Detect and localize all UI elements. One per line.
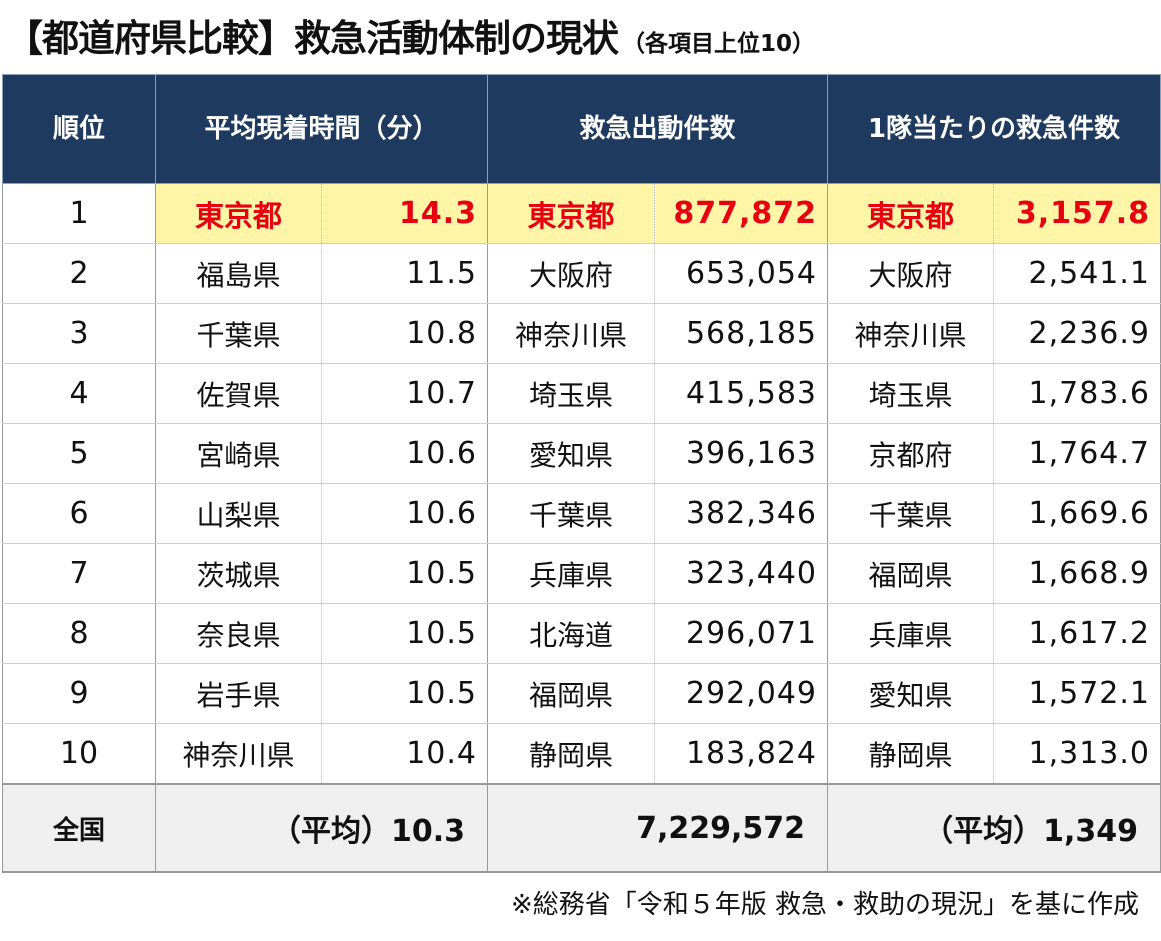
per-team-count-cell: 2,236.9: [993, 303, 1161, 364]
total-per-team-count: （平均）1,349: [827, 783, 1161, 873]
arrival-pref-cell: 宮崎県: [155, 423, 322, 484]
arrival-pref-cell: 山梨県: [155, 483, 322, 544]
per-team-count-cell: 1,669.6: [993, 483, 1161, 544]
arrival-pref-cell: 神奈川県: [155, 723, 322, 785]
arrival-time-cell: 10.4: [321, 723, 488, 785]
arrival-time-cell: 10.8: [321, 303, 488, 364]
title-sub: （各項目上位10）: [622, 31, 816, 57]
header-arrival-time: 平均現着時間（分）: [155, 74, 488, 184]
dispatch-count-cell: 183,824: [654, 723, 828, 785]
rank-cell: 7: [2, 543, 156, 604]
table-row: 6 山梨県 10.6 千葉県 382,346 千葉県 1,669.6: [2, 483, 1161, 544]
dispatch-pref-cell: 愛知県: [487, 423, 655, 484]
per-team-pref-cell: 埼玉県: [827, 363, 994, 424]
title-main: 【都道府県比較】救急活動体制の現状: [6, 17, 619, 60]
arrival-pref-cell: 福島県: [155, 243, 322, 304]
total-arrival-time: （平均）10.3: [155, 783, 488, 873]
national-total-row: 全国 （平均）10.3 7,229,572 （平均）1,349: [2, 783, 1161, 873]
per-team-pref-cell: 愛知県: [827, 663, 994, 724]
header-row: 順位 平均現着時間（分） 救急出動件数 1隊当たりの救急件数: [2, 74, 1161, 184]
table-row: 4 佐賀県 10.7 埼玉県 415,583 埼玉県 1,783.6: [2, 363, 1161, 424]
arrival-time-cell: 10.6: [321, 423, 488, 484]
table-row: 3 千葉県 10.8 神奈川県 568,185 神奈川県 2,236.9: [2, 303, 1161, 364]
arrival-time-cell: 10.6: [321, 483, 488, 544]
dispatch-pref-cell: 埼玉県: [487, 363, 655, 424]
per-team-count-cell: 3,157.8: [993, 183, 1161, 244]
rank-cell: 4: [2, 363, 156, 424]
arrival-pref-cell: 岩手県: [155, 663, 322, 724]
dispatch-count-cell: 877,872: [654, 183, 828, 244]
header-rank: 順位: [2, 74, 156, 184]
arrival-pref-cell: 茨城県: [155, 543, 322, 604]
per-team-pref-cell: 福岡県: [827, 543, 994, 604]
table-row: 7 茨城県 10.5 兵庫県 323,440 福岡県 1,668.9: [2, 543, 1161, 604]
table-row: 1 東京都 14.3 東京都 877,872 東京都 3,157.8: [2, 183, 1161, 244]
dispatch-pref-cell: 北海道: [487, 603, 655, 664]
per-team-pref-cell: 神奈川県: [827, 303, 994, 364]
rank-cell: 10: [2, 723, 156, 785]
arrival-time-cell: 10.5: [321, 543, 488, 604]
per-team-pref-cell: 兵庫県: [827, 603, 994, 664]
total-label: 全国: [2, 783, 156, 873]
dispatch-pref-cell: 大阪府: [487, 243, 655, 304]
table-row: 2 福島県 11.5 大阪府 653,054 大阪府 2,541.1: [2, 243, 1161, 304]
arrival-pref-cell: 佐賀県: [155, 363, 322, 424]
table-row: 9 岩手県 10.5 福岡県 292,049 愛知県 1,572.1: [2, 663, 1161, 724]
table-row: 8 奈良県 10.5 北海道 296,071 兵庫県 1,617.2: [2, 603, 1161, 664]
arrival-pref-cell: 東京都: [155, 183, 322, 244]
per-team-pref-cell: 京都府: [827, 423, 994, 484]
arrival-time-cell: 11.5: [321, 243, 488, 304]
per-team-count-cell: 1,764.7: [993, 423, 1161, 484]
per-team-pref-cell: 大阪府: [827, 243, 994, 304]
arrival-time-cell: 10.5: [321, 663, 488, 724]
rank-cell: 3: [2, 303, 156, 364]
arrival-time-cell: 10.7: [321, 363, 488, 424]
per-team-count-cell: 1,313.0: [993, 723, 1161, 785]
dispatch-pref-cell: 東京都: [487, 183, 655, 244]
dispatch-count-cell: 323,440: [654, 543, 828, 604]
dispatch-pref-cell: 兵庫県: [487, 543, 655, 604]
per-team-count-cell: 1,783.6: [993, 363, 1161, 424]
per-team-pref-cell: 静岡県: [827, 723, 994, 785]
per-team-count-cell: 1,572.1: [993, 663, 1161, 724]
dispatch-count-cell: 382,346: [654, 483, 828, 544]
rank-cell: 5: [2, 423, 156, 484]
dispatch-pref-cell: 千葉県: [487, 483, 655, 544]
table-row: 5 宮崎県 10.6 愛知県 396,163 京都府 1,764.7: [2, 423, 1161, 484]
dispatch-count-cell: 296,071: [654, 603, 828, 664]
arrival-time-cell: 14.3: [321, 183, 488, 244]
per-team-pref-cell: 東京都: [827, 183, 994, 244]
rank-cell: 2: [2, 243, 156, 304]
dispatch-pref-cell: 福岡県: [487, 663, 655, 724]
arrival-time-cell: 10.5: [321, 603, 488, 664]
dispatch-count-cell: 292,049: [654, 663, 828, 724]
per-team-count-cell: 1,668.9: [993, 543, 1161, 604]
rank-cell: 1: [2, 183, 156, 244]
rank-cell: 8: [2, 603, 156, 664]
arrival-pref-cell: 千葉県: [155, 303, 322, 364]
source-note: ※総務省「令和５年版 救急・救助の現況」を基に作成: [510, 890, 1139, 920]
page-title: 【都道府県比較】救急活動体制の現状 （各項目上位10）: [6, 8, 815, 68]
arrival-pref-cell: 奈良県: [155, 603, 322, 664]
header-per-team-count: 1隊当たりの救急件数: [827, 74, 1161, 184]
per-team-count-cell: 2,541.1: [993, 243, 1161, 304]
ranking-table: 順位 平均現着時間（分） 救急出動件数 1隊当たりの救急件数 1 東京都 14.3 東…: [2, 74, 1161, 873]
dispatch-count-cell: 653,054: [654, 243, 828, 304]
dispatch-count-cell: 396,163: [654, 423, 828, 484]
per-team-count-cell: 1,617.2: [993, 603, 1161, 664]
per-team-pref-cell: 千葉県: [827, 483, 994, 544]
total-dispatch-count: 7,229,572: [487, 783, 828, 873]
dispatch-pref-cell: 神奈川県: [487, 303, 655, 364]
dispatch-pref-cell: 静岡県: [487, 723, 655, 785]
header-dispatch-count: 救急出動件数: [487, 74, 828, 184]
rank-cell: 9: [2, 663, 156, 724]
dispatch-count-cell: 568,185: [654, 303, 828, 364]
dispatch-count-cell: 415,583: [654, 363, 828, 424]
table-row: 10 神奈川県 10.4 静岡県 183,824 静岡県 1,313.0: [2, 723, 1161, 785]
rank-cell: 6: [2, 483, 156, 544]
